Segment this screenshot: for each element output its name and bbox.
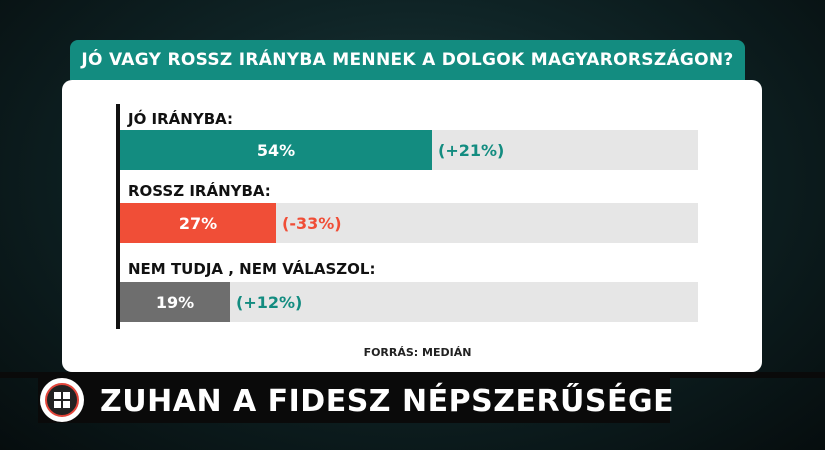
category-label: NEM TUDJA , NEM VÁLASZOL:	[128, 260, 376, 278]
bar: 54%	[120, 130, 432, 170]
chart-title: JÓ VAGY ROSSZ IRÁNYBA MENNEK A DOLGOK MA…	[70, 40, 745, 80]
change-label: (+21%)	[438, 140, 505, 160]
bar-value-label: 19%	[155, 292, 195, 312]
lower-third-banner	[38, 377, 670, 423]
bar: 19%	[120, 282, 230, 322]
bar-track: 27% (-33%)	[120, 203, 698, 243]
chart-source: FORRÁS: MEDIÁN	[363, 346, 472, 359]
bar-track: 19% (+12%)	[120, 282, 698, 322]
category-label: ROSSZ IRÁNYBA:	[128, 182, 271, 200]
bar: 27%	[120, 203, 276, 243]
channel-logo-icon	[40, 378, 84, 422]
change-label: (+12%)	[236, 292, 303, 312]
bar-track: 54% (+21%)	[120, 130, 698, 170]
change-label: (-33%)	[282, 213, 342, 233]
bar-value-label: 27%	[178, 213, 218, 233]
category-label: JÓ IRÁNYBA:	[128, 110, 234, 128]
chart-axis-line	[116, 104, 120, 329]
bar-value-label: 54%	[256, 140, 296, 160]
headline: ZUHAN A FIDESZ NÉPSZERŰSÉGE	[100, 383, 675, 419]
lower-third-strip	[0, 372, 825, 378]
logo-grid-icon	[45, 383, 79, 417]
